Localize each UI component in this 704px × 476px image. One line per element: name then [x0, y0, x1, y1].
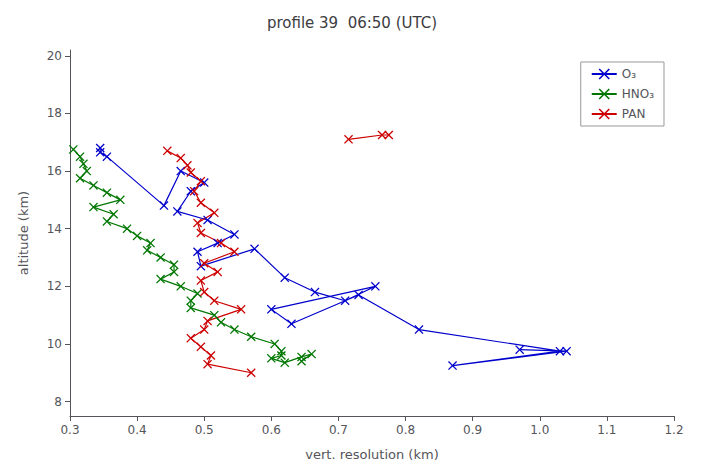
svg-text:14: 14: [47, 222, 62, 236]
svg-text:1.1: 1.1: [597, 423, 616, 437]
svg-text:O₃: O₃: [622, 67, 636, 81]
svg-text:HNO₃: HNO₃: [622, 87, 654, 101]
svg-text:altitude (km): altitude (km): [16, 191, 31, 275]
svg-text:vert. resolution (km): vert. resolution (km): [305, 447, 438, 462]
svg-text:1.0: 1.0: [530, 423, 549, 437]
svg-text:0.3: 0.3: [60, 423, 79, 437]
svg-text:profile 39 06:50 (UTC): profile 39 06:50 (UTC): [267, 14, 437, 32]
svg-text:0.9: 0.9: [463, 423, 482, 437]
svg-text:18: 18: [47, 106, 62, 120]
svg-text:12: 12: [47, 279, 62, 293]
svg-text:10: 10: [47, 337, 62, 351]
svg-text:0.8: 0.8: [396, 423, 415, 437]
svg-text:0.5: 0.5: [195, 423, 214, 437]
svg-text:8: 8: [54, 395, 62, 409]
svg-text:0.6: 0.6: [262, 423, 281, 437]
svg-text:0.7: 0.7: [329, 423, 348, 437]
svg-text:16: 16: [47, 164, 62, 178]
svg-text:20: 20: [47, 49, 62, 63]
svg-text:0.4: 0.4: [128, 423, 147, 437]
svg-text:PAN: PAN: [622, 107, 646, 121]
svg-text:1.2: 1.2: [664, 423, 683, 437]
